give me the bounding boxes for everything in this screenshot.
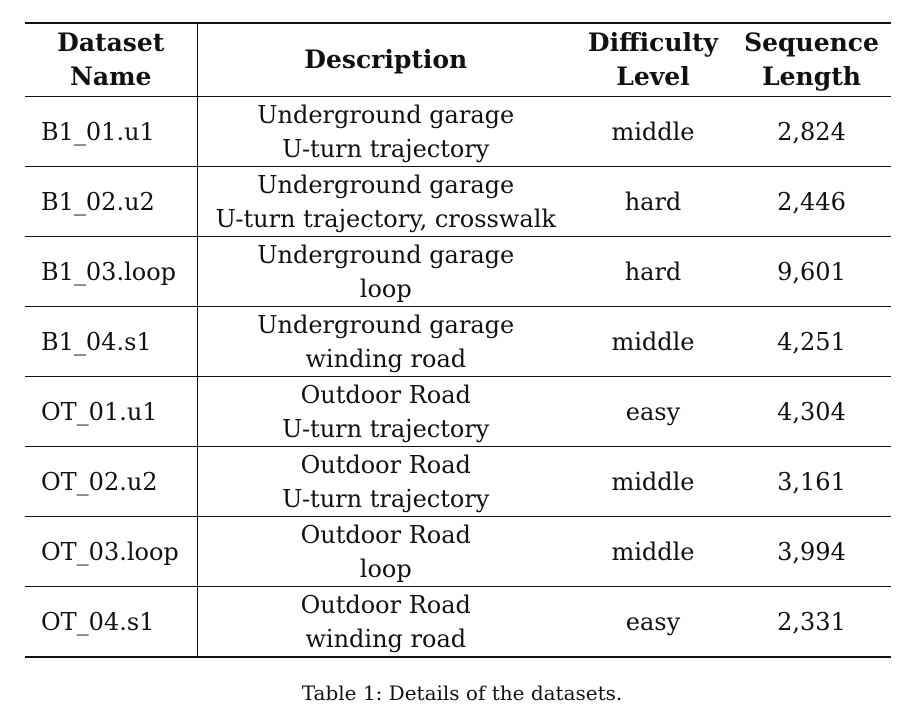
dataset-name-cell: OT_01.u1	[25, 376, 198, 447]
header-text-line: Dataset	[57, 28, 165, 57]
table-caption: Table 1: Details of the datasets.	[301, 681, 623, 705]
description-line: loop	[359, 554, 412, 583]
description-line: Outdoor Road	[300, 380, 471, 409]
description-cell: Outdoor Road U-turn trajectory	[197, 446, 574, 517]
dataset-name-cell: OT_02.u2	[25, 446, 198, 517]
dataset-name-cell: B1_02.u2	[25, 166, 198, 237]
sequence-length-cell: 3,161	[732, 446, 891, 517]
sequence-length-cell: 2,824	[732, 96, 891, 167]
table-row: B1_01.u1 Underground garage U-turn traje…	[25, 96, 891, 167]
sequence-length-cell: 4,304	[732, 376, 891, 447]
difficulty-cell: easy	[574, 586, 732, 658]
sequence-length-cell: 2,446	[732, 166, 891, 237]
difficulty-cell: middle	[574, 516, 732, 587]
dataset-name-cell: B1_04.s1	[25, 306, 198, 377]
description-line: Outdoor Road	[300, 520, 471, 549]
description-cell: Underground garage loop	[197, 236, 574, 307]
description-line: Underground garage	[257, 170, 515, 199]
description-line: Outdoor Road	[300, 450, 471, 479]
description-line: U-turn trajectory, crosswalk	[215, 204, 556, 233]
description-line: Underground garage	[257, 310, 515, 339]
table-row: B1_04.s1 Underground garage winding road…	[25, 306, 891, 377]
sequence-length-cell: 9,601	[732, 236, 891, 307]
sequence-length-cell: 2,331	[732, 586, 891, 658]
description-line: U-turn trajectory	[282, 414, 490, 443]
sequence-length-cell: 4,251	[732, 306, 891, 377]
description-cell: Underground garage winding road	[197, 306, 574, 377]
difficulty-cell: hard	[574, 236, 732, 307]
description-line: Outdoor Road	[300, 590, 471, 619]
header-text-line: Length	[762, 62, 861, 91]
dataset-name-cell: B1_01.u1	[25, 96, 198, 167]
table-row: OT_02.u2 Outdoor Road U-turn trajectory …	[25, 446, 891, 517]
description-cell: Outdoor Road winding road	[197, 586, 574, 658]
datasets-table: Dataset Name Description Difficulty Leve…	[25, 22, 891, 658]
table-row: OT_04.s1 Outdoor Road winding road easy …	[25, 586, 891, 658]
description-line: loop	[359, 274, 412, 303]
description-cell: Outdoor Road U-turn trajectory	[197, 376, 574, 447]
description-cell: Outdoor Road loop	[197, 516, 574, 587]
difficulty-cell: easy	[574, 376, 732, 447]
difficulty-cell: middle	[574, 306, 732, 377]
header-dataset-name: Dataset Name	[25, 22, 198, 97]
header-description: Description	[197, 22, 574, 97]
description-line: Underground garage	[257, 100, 515, 129]
description-cell: Underground garage U-turn trajectory, cr…	[197, 166, 574, 237]
dataset-name-cell: B1_03.loop	[25, 236, 198, 307]
header-difficulty-level: Difficulty Level	[574, 22, 732, 97]
header-text-line: Difficulty	[587, 28, 719, 57]
header-text-line: Description	[304, 45, 468, 74]
datasets-table-container: Dataset Name Description Difficulty Leve…	[25, 22, 891, 658]
table-row: B1_02.u2 Underground garage U-turn traje…	[25, 166, 891, 237]
description-line: U-turn trajectory	[282, 134, 490, 163]
description-line: Underground garage	[257, 240, 515, 269]
header-text-line: Level	[616, 62, 690, 91]
description-line: winding road	[305, 624, 467, 653]
table-row: OT_01.u1 Outdoor Road U-turn trajectory …	[25, 376, 891, 447]
description-cell: Underground garage U-turn trajectory	[197, 96, 574, 167]
description-line: U-turn trajectory	[282, 484, 490, 513]
table-row: B1_03.loop Underground garage loop hard …	[25, 236, 891, 307]
header-sequence-length: Sequence Length	[732, 22, 891, 97]
header-text-line: Name	[70, 62, 152, 91]
difficulty-cell: hard	[574, 166, 732, 237]
description-line: winding road	[305, 344, 467, 373]
sequence-length-cell: 3,994	[732, 516, 891, 587]
table-header-row: Dataset Name Description Difficulty Leve…	[25, 22, 891, 97]
difficulty-cell: middle	[574, 446, 732, 517]
difficulty-cell: middle	[574, 96, 732, 167]
dataset-name-cell: OT_03.loop	[25, 516, 198, 587]
header-text-line: Sequence	[744, 28, 879, 57]
dataset-name-cell: OT_04.s1	[25, 586, 198, 658]
table-row: OT_03.loop Outdoor Road loop middle 3,99…	[25, 516, 891, 587]
